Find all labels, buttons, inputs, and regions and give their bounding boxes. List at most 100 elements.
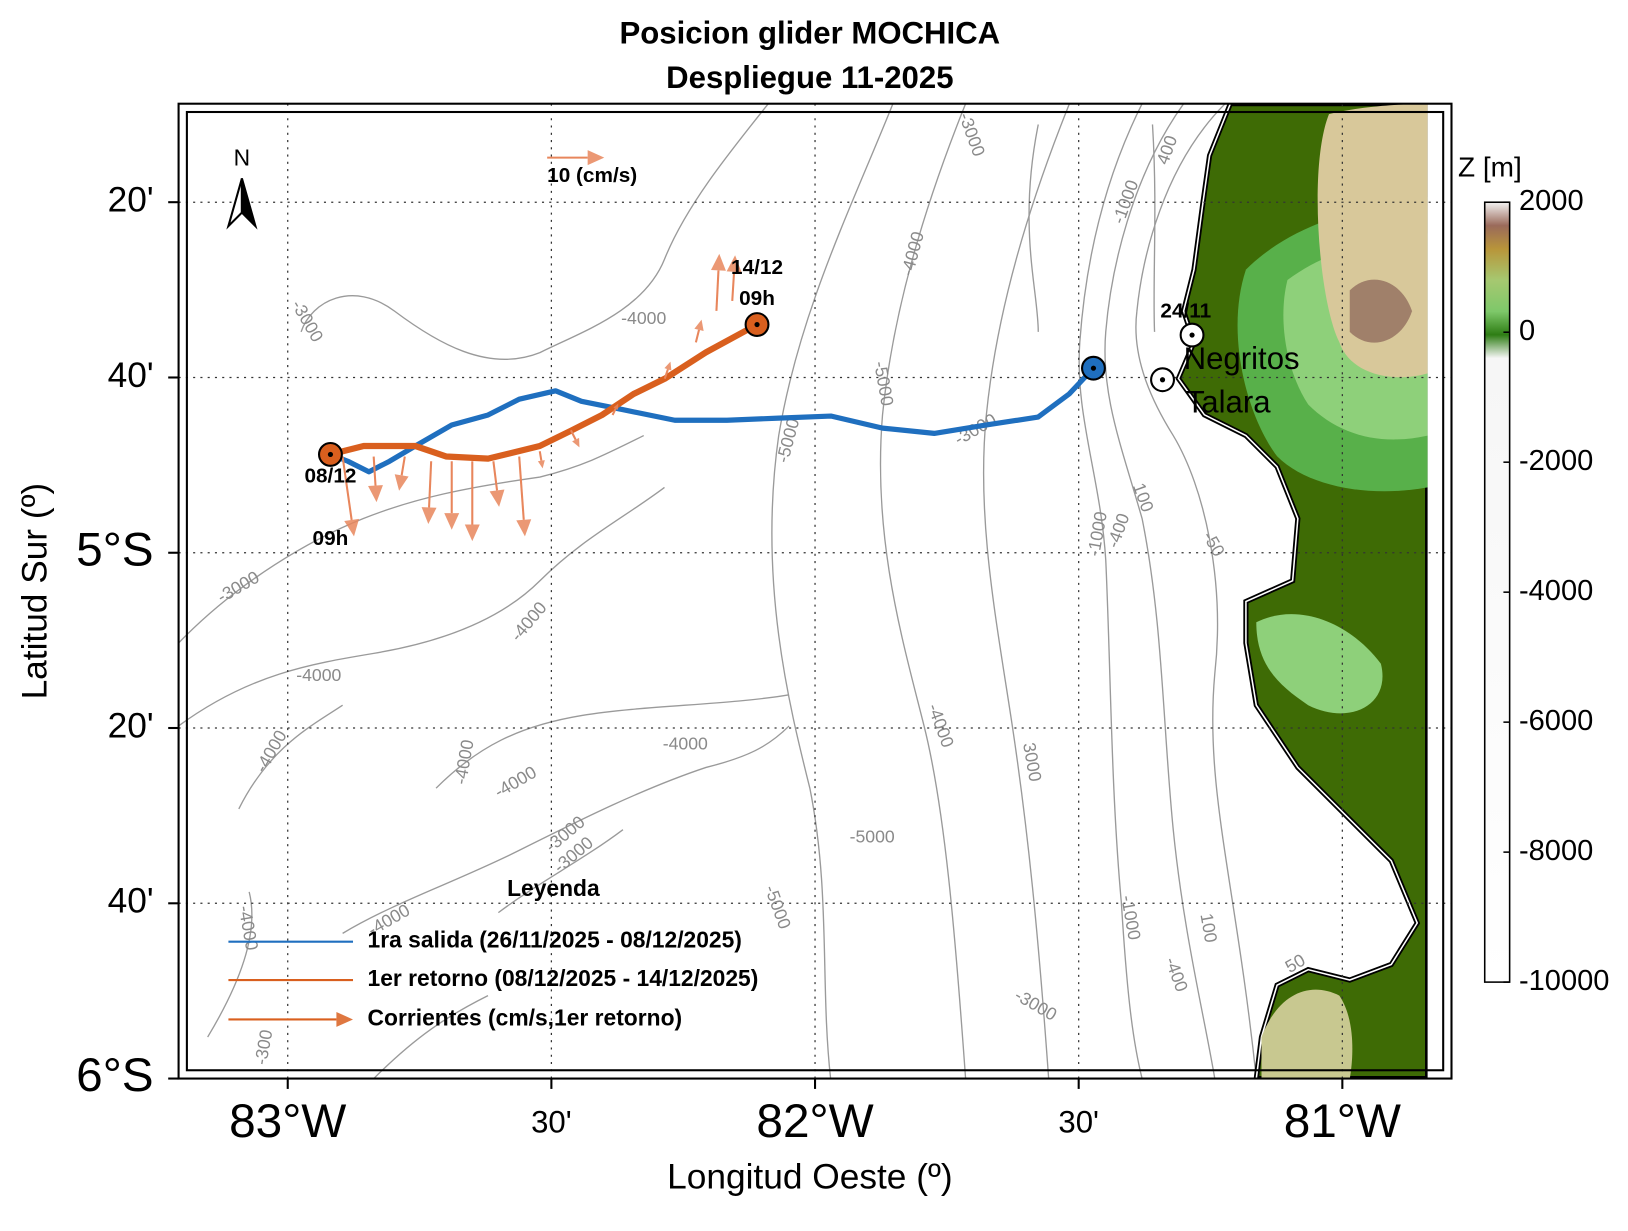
current-arrow-shaft xyxy=(400,456,406,476)
legend-label: Corrientes (cm/s,1er retorno) xyxy=(368,1004,683,1030)
current-arrow xyxy=(726,255,742,301)
current-arrow-head xyxy=(572,437,580,448)
current-arrow xyxy=(710,253,726,311)
current-arrow-head xyxy=(444,513,460,530)
axes: 83°W 30' 82°W 30' 81°W 6°S 40' 20' 5°S 40' 20' xyxy=(76,181,1401,1148)
marker-label: 08/12 xyxy=(304,465,356,488)
colorbar: Z [m] 2000 0 -2000 -4000 -6000 -8000 -10000 xyxy=(1458,151,1609,996)
current-arrow-head xyxy=(368,485,383,503)
current-arrow-shaft xyxy=(611,408,617,416)
current-arrow-head xyxy=(710,253,726,271)
current-arrow-shaft xyxy=(492,461,499,491)
current-arrow-head xyxy=(421,507,437,524)
x-axis-label: Longitud Oeste (º) xyxy=(667,1157,953,1196)
marker-dot xyxy=(327,451,334,458)
current-arrow xyxy=(569,429,580,448)
current-arrow-shaft xyxy=(663,368,669,380)
scale-arrow-label: 10 (cm/s) xyxy=(547,164,637,187)
current-arrow xyxy=(464,461,480,542)
current-arrow xyxy=(394,456,409,491)
colorbar-tick-label: -4000 xyxy=(1519,575,1593,607)
current-arrow xyxy=(368,456,383,503)
current-arrow xyxy=(694,319,704,343)
colorbar-label: Z [m] xyxy=(1458,151,1522,182)
place-label: Negritos xyxy=(1184,341,1300,376)
marker-label: 09h xyxy=(313,527,349,550)
marker-label: 24/11 xyxy=(1160,300,1211,323)
current-arrow-shaft xyxy=(428,461,433,508)
y-tick-label: 20' xyxy=(108,706,154,745)
current-arrow xyxy=(444,461,460,530)
current-arrow-shaft xyxy=(518,456,525,520)
colorbar-tick-label: -10000 xyxy=(1519,965,1610,997)
current-arrow xyxy=(663,361,672,380)
current-arrow-head xyxy=(464,524,480,542)
current-arrow-shaft xyxy=(715,270,720,311)
track-line xyxy=(327,321,761,462)
colorbar-tick-label: -8000 xyxy=(1519,835,1593,867)
colorbar-tick-label: 2000 xyxy=(1519,185,1584,217)
x-tick-label: 30' xyxy=(531,1104,572,1139)
legend-title: Leyenda xyxy=(507,875,600,901)
y-axis-label: Latitud Sur (º) xyxy=(16,483,55,700)
current-arrow-shaft xyxy=(694,329,701,343)
current-arrow-shaft xyxy=(341,456,353,521)
marker-dot xyxy=(1159,377,1166,383)
x-tick-label: 82°W xyxy=(756,1095,873,1148)
current-arrow-head xyxy=(489,489,505,507)
current-arrow-shaft xyxy=(538,451,543,461)
contour-label: -4000 xyxy=(621,308,666,328)
marker-dot xyxy=(754,321,760,328)
current-arrows xyxy=(341,253,742,542)
current-arrow-head xyxy=(726,255,742,273)
marker-dot xyxy=(1090,365,1097,371)
frame-inner xyxy=(185,110,1445,1072)
marker-dot xyxy=(1189,332,1195,338)
current-arrow-head xyxy=(516,519,532,537)
marker-label: 09h xyxy=(739,287,775,310)
contour-label: -4000 xyxy=(663,733,708,753)
y-tick-label: 20' xyxy=(108,181,154,220)
y-tick-label: 5°S xyxy=(76,523,153,576)
current-arrow-shaft xyxy=(731,271,736,301)
title-line: Despliegue 11-2025 xyxy=(666,60,953,95)
y-tick-label: 40' xyxy=(108,882,154,921)
plot-area: -3000-3000 -4000-4000-5000-5000 -3000-1000… xyxy=(178,103,1452,1079)
current-arrow xyxy=(341,456,360,537)
colorbar-tick-label: -2000 xyxy=(1519,445,1593,477)
legend-arrow xyxy=(228,1011,354,1027)
marker-label: 14/12 xyxy=(731,256,783,279)
place-label: Talara xyxy=(1186,385,1272,420)
track-line xyxy=(327,365,1097,475)
markers: 08/12 09h 14/12 09h 24/11 xyxy=(304,256,1211,550)
contour-label: -5000 xyxy=(850,827,895,847)
y-tick-label: 40' xyxy=(108,356,154,395)
title-line: Posicion glider MOCHICA xyxy=(620,15,1001,50)
tracks xyxy=(327,321,1097,475)
scale-arrow-head xyxy=(587,150,605,166)
legend-label: 1er retorno (08/12/2025 - 14/12/2025) xyxy=(368,965,759,991)
bathymetry-contours xyxy=(178,103,1257,1079)
current-arrow-head xyxy=(537,460,545,469)
current-arrow xyxy=(421,461,437,524)
grid xyxy=(178,103,1452,1079)
current-arrow-head xyxy=(664,361,672,371)
legend-arrow-head xyxy=(336,1011,354,1027)
x-tick-label: 83°W xyxy=(229,1095,346,1148)
current-arrow xyxy=(489,461,505,507)
current-arrow-shaft xyxy=(372,456,377,486)
current-arrow-head xyxy=(394,474,409,491)
colorbar-tick-label: 0 xyxy=(1519,315,1535,347)
scale-arrow xyxy=(547,150,605,166)
x-tick-label: 30' xyxy=(1058,1104,1099,1139)
current-arrow xyxy=(611,403,619,416)
current-arrow-head xyxy=(694,319,704,332)
y-tick-label: 6°S xyxy=(76,1049,153,1102)
current-arrow-shaft xyxy=(569,429,577,441)
current-arrow-head xyxy=(344,518,360,537)
north-arrow xyxy=(226,178,258,230)
current-arrow xyxy=(537,451,545,469)
legend-label: 1ra salida (26/11/2025 - 08/12/2025) xyxy=(368,927,742,953)
legend: Leyenda 1ra salida (26/11/2025 - 08/12/2… xyxy=(228,875,759,1030)
